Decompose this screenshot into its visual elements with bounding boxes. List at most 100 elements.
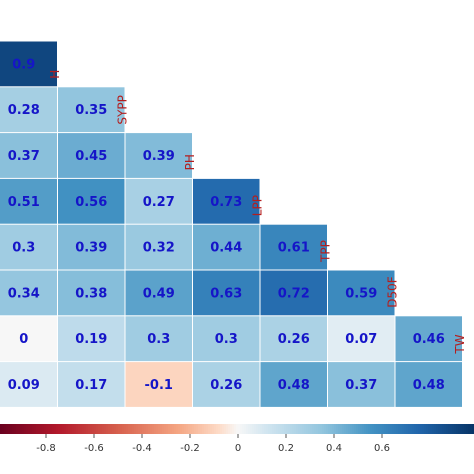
colorbar-segment — [52, 424, 55, 434]
colorbar-segment — [54, 424, 57, 434]
heatmap-cell — [0, 87, 57, 133]
colorbar-segment — [198, 424, 201, 434]
colorbar-segment — [324, 424, 327, 434]
colorbar-segment — [332, 424, 335, 434]
cell-value-label: 0.63 — [210, 286, 242, 301]
colorbar-segment — [358, 424, 361, 434]
colorbar-segment — [442, 424, 445, 434]
colorbar-segment — [334, 424, 337, 434]
colorbar-segment — [282, 424, 285, 434]
colorbar-segment — [146, 424, 149, 434]
colorbar-segment — [290, 424, 293, 434]
colorbar-segment — [116, 424, 119, 434]
colorbar-segment — [170, 424, 173, 434]
colorbar-segment — [386, 424, 389, 434]
colorbar-segment — [212, 424, 215, 434]
colorbar: -0.8 -0.6 -0.4 -0.2 0 0.2 0.4 0.6 — [0, 424, 474, 454]
colorbar-segment — [280, 424, 283, 434]
heatmap-cell — [125, 224, 192, 270]
colorbar-segment — [428, 424, 431, 434]
heatmap-cell — [58, 133, 125, 178]
cell-value-label: 0 — [19, 332, 28, 347]
colorbar-segment — [268, 424, 271, 434]
colorbar-segment — [150, 424, 153, 434]
colorbar-segment — [112, 424, 115, 434]
colorbar-segment — [350, 424, 353, 434]
colorbar-segment — [172, 424, 175, 434]
colorbar-segment — [230, 424, 233, 434]
colorbar-segment — [226, 424, 229, 434]
colorbar-segment — [92, 424, 95, 434]
colorbar-segment — [352, 424, 355, 434]
colorbar-segment — [24, 424, 27, 434]
colorbar-segment — [0, 424, 3, 434]
colorbar-segment — [106, 424, 109, 434]
colorbar-segment — [304, 424, 307, 434]
colorbar-segment — [388, 424, 391, 434]
colorbar-segment — [114, 424, 117, 434]
colorbar-segment — [284, 424, 287, 434]
colorbar-segment — [248, 424, 251, 434]
colorbar-segment — [270, 424, 273, 434]
colorbar-segment — [392, 424, 395, 434]
colorbar-segment — [180, 424, 183, 434]
colorbar-segment — [234, 424, 237, 434]
colorbar-segment — [184, 424, 187, 434]
cell-value-label: 0.3 — [12, 241, 35, 256]
cell-value-label: 0.37 — [345, 378, 377, 393]
colorbar-segment — [8, 424, 11, 434]
colorbar-segment — [272, 424, 275, 434]
cell-value-label: 0.56 — [75, 195, 107, 210]
heatmap-cell — [0, 178, 57, 224]
heatmap-cell — [193, 178, 260, 224]
colorbar-segment — [464, 424, 467, 434]
heatmap-cell — [0, 270, 57, 316]
variable-label: H — [48, 70, 62, 79]
colorbar-segment — [94, 424, 97, 434]
colorbar-segment — [44, 424, 47, 434]
heatmap-cell — [0, 224, 57, 270]
colorbar-segment — [32, 424, 35, 434]
colorbar-segment — [470, 424, 473, 434]
colorbar-tick-label: 0.6 — [374, 443, 390, 454]
heatmap-cell — [193, 316, 260, 362]
colorbar-segment — [382, 424, 385, 434]
colorbar-segment — [356, 424, 359, 434]
colorbar-segment — [126, 424, 129, 434]
colorbar-segment — [200, 424, 203, 434]
colorbar-segment — [412, 424, 415, 434]
colorbar-segment — [380, 424, 383, 434]
colorbar-segment — [118, 424, 121, 434]
heatmap-cell — [0, 362, 57, 407]
cell-value-label: 0.19 — [75, 332, 107, 347]
colorbar-segment — [202, 424, 205, 434]
colorbar-segment — [182, 424, 185, 434]
colorbar-segment — [186, 424, 189, 434]
heatmap-cell — [328, 316, 395, 362]
cell-value-label: 0.27 — [143, 195, 175, 210]
heatmap-cell — [58, 178, 125, 224]
colorbar-segment — [460, 424, 463, 434]
heatmap-cell — [193, 270, 260, 316]
colorbar-segment — [444, 424, 447, 434]
colorbar-segment — [176, 424, 179, 434]
colorbar-segment — [438, 424, 441, 434]
cell-value-label: 0.3 — [147, 332, 170, 347]
colorbar-segment — [286, 424, 289, 434]
colorbar-segment — [48, 424, 51, 434]
colorbar-segment — [18, 424, 21, 434]
colorbar-segment — [218, 424, 221, 434]
colorbar-segment — [242, 424, 245, 434]
cell-value-label: 0.17 — [75, 378, 107, 393]
colorbar-segment — [28, 424, 31, 434]
colorbar-segment — [346, 424, 349, 434]
cell-value-label: 0.09 — [8, 378, 40, 393]
colorbar-segment — [136, 424, 139, 434]
cell-value-label: 0.9 — [12, 57, 35, 72]
colorbar-segment — [398, 424, 401, 434]
cell-value-label: 0.26 — [210, 378, 242, 393]
colorbar-segment — [370, 424, 373, 434]
colorbar-segment — [452, 424, 455, 434]
colorbar-segment — [66, 424, 69, 434]
